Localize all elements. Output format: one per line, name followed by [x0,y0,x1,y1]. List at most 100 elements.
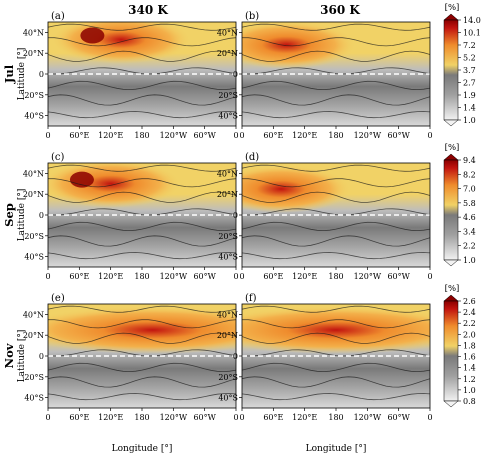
x-tick-label: 180 [328,413,343,422]
streamline [242,393,430,401]
x-tick-label: 180 [134,272,149,281]
streamline [48,178,236,188]
x-tick-label: 120°W [354,413,382,422]
x-tick-label: 60°W [193,272,216,281]
x-tick-label: 0 [45,272,50,281]
streamline [242,80,430,91]
colorbar-tick-label: 0.8 [463,397,476,406]
colorbar-min-arrow [443,400,459,408]
x-tick-label: 0 [233,413,238,422]
panel-label: (c) [51,152,65,163]
colorbar-tick-label: 7.2 [463,41,476,50]
streamline [48,37,236,47]
x-tick-label: 60°E [69,272,89,281]
map-panels: (a) 0 60°E 120°E 180 120°W 60°W 0 40°N 20°N 0 20°S 4… [23,11,433,422]
streamline [48,208,236,216]
x-tick-label: 60°W [387,131,410,140]
x-tick-label: 60°W [387,272,410,281]
streamline [48,221,236,232]
colorbar-tick-label: 1.0 [463,256,476,265]
colorbars: 14.0 10.1 7.2 5.2 3.7 2.7 1.9 1.4 1.0 9.4 8.2 7.0 5.… [443,13,481,408]
xlabel-right: Longitude [°] [306,444,367,454]
y-tick-label: 20°S [218,91,238,100]
y-tick-label: 20°N [217,190,238,199]
y-tick-label: 0 [233,352,238,361]
map-field [48,163,236,267]
colorbar-max-arrow [443,153,459,161]
x-tick-label: 60°E [69,413,89,422]
colorbar-tick-label: 7.0 [463,185,476,194]
ylabel-row-3: Latitude [°] [17,330,27,383]
streamline [48,164,236,172]
y-tick-label: 40°S [218,394,238,403]
colorbar-tick-label: 5.2 [463,54,476,63]
colorbar-tick-label: 2.4 [463,308,476,317]
streamline [242,349,430,357]
colorbar-1: 14.0 10.1 7.2 5.2 3.7 2.7 1.9 1.4 1.0 [443,13,481,127]
maximum-region [48,306,236,354]
streamline [48,252,236,260]
y-tick-label: 40°N [217,310,238,319]
row-title-sep: Sep [2,203,16,227]
streamline [242,178,430,188]
map-field [48,22,236,126]
colorbar-tick-label: 1.2 [463,375,476,384]
x-tick-label: 120°W [354,272,382,281]
streamline [242,50,430,62]
panel-label: (e) [51,293,65,304]
map-field [242,22,430,126]
x-tick-label: 60°E [69,131,89,140]
streamline [48,376,236,388]
x-tick-label: 60°E [263,413,283,422]
y-tick-label: 40°S [24,394,44,403]
x-tick-label: 180 [328,272,343,281]
streamline [242,111,430,119]
colorbar-tick-label: 14.0 [463,16,481,25]
y-tick-label: 20°S [218,232,238,241]
streamline [48,235,236,247]
colorbar-tick-label: 3.4 [463,227,476,236]
y-tick-label: 20°N [217,49,238,58]
x-tick-label: 0 [45,131,50,140]
panel-label: (f) [245,293,257,304]
maximum-region [242,165,352,213]
colorbar-unit-1: [%] [445,3,460,13]
x-tick-label: 0 [427,413,432,422]
x-tick-label: 0 [239,413,244,422]
y-tick-label: 40°N [23,169,44,178]
maximum-region [48,163,181,208]
colorbar-tick-label: 1.0 [463,116,476,125]
y-tick-label: 40°S [218,112,238,121]
colorbar-3: 2.6 2.4 2.2 2.0 1.8 1.6 1.4 1.2 1.0 0.8 [443,294,476,408]
x-tick-label: 120°E [98,131,123,140]
streamline [48,319,236,329]
y-tick-label: 0 [233,211,238,220]
peak-region [69,171,94,188]
colorbar-min-arrow [443,119,459,127]
streamline [242,376,430,388]
map-panel-c: (c) 0 60°E 120°E 180 120°W 60°W 0 40°N 20°N 0 20°S 4… [23,152,239,281]
x-tick-label: 120°E [98,413,123,422]
column-title-340k: 340 K [128,3,168,17]
streamline [48,23,236,31]
colorbar-unit-2: [%] [445,143,460,153]
map-panel-a: (a) 0 60°E 120°E 180 120°W 60°W 0 40°N 20°N 0 20°S 4… [23,11,239,140]
x-tick-label: 120°W [354,131,382,140]
x-tick-label: 180 [328,131,343,140]
y-tick-label: 20°S [24,373,44,382]
streamline [48,111,236,119]
row-title-nov: Nov [2,343,16,368]
streamline [242,252,430,260]
y-tick-label: 20°N [217,331,238,340]
colorbar-gradient [443,159,459,261]
y-tick-label: 20°N [23,331,44,340]
colorbar-tick-label: 10.1 [463,29,481,38]
x-tick-label: 0 [427,131,432,140]
colorbar-gradient [443,300,459,402]
streamline [48,191,236,203]
streamline [48,50,236,62]
colorbar-2: 9.4 8.2 7.0 5.8 4.6 3.4 2.2 1.0 [443,153,476,267]
y-tick-label: 40°S [218,253,238,262]
x-tick-label: 60°W [193,413,216,422]
